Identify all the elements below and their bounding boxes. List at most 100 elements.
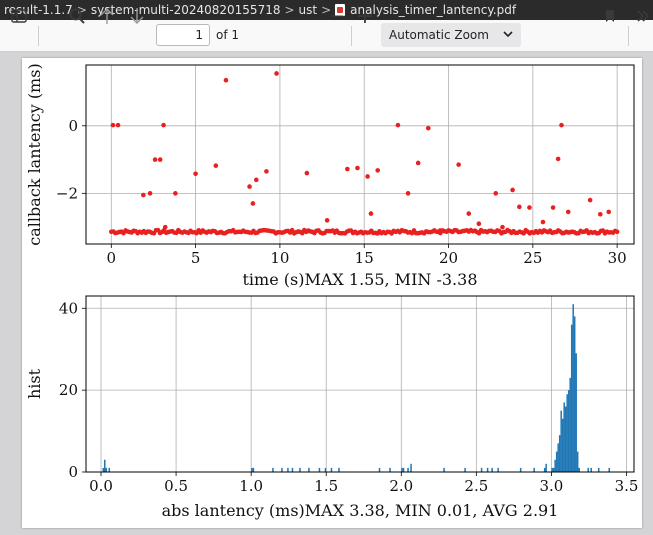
- histogram-bar: [576, 451, 579, 472]
- zoom-select[interactable]: Automatic Zoom: [381, 23, 521, 47]
- bookmark-icon[interactable]: [600, 4, 620, 28]
- histogram-bar: [573, 316, 576, 472]
- x-tick-label: 1.0: [239, 477, 263, 495]
- x-tick-label: 2.5: [464, 477, 488, 495]
- breadcrumb-item-result[interactable]: result-1.1.7: [4, 3, 73, 17]
- scatter-point: [510, 187, 515, 193]
- zoom-select-value: Automatic Zoom: [389, 28, 489, 42]
- histogram-bar: [608, 467, 610, 472]
- breadcrumb-item-ust[interactable]: ust: [298, 3, 318, 17]
- arrow-down-icon[interactable]: [126, 4, 148, 28]
- histogram-bar: [552, 467, 555, 472]
- scatter-point: [254, 177, 259, 183]
- breadcrumb: result-1.1.7 > system-multi-202408201557…: [0, 0, 653, 20]
- histogram-bar: [299, 467, 301, 472]
- chevron-right-icon: >: [76, 3, 87, 17]
- scatter-point: [540, 219, 546, 225]
- scatter-point: [415, 160, 421, 166]
- arrow-up-icon[interactable]: [96, 4, 118, 28]
- scatter-point: [500, 224, 505, 230]
- histogram-bar: [338, 467, 340, 472]
- histogram-bar: [563, 402, 565, 472]
- scatter-point: [250, 201, 256, 206]
- breadcrumb-item-system[interactable]: system-multi-20240820155718: [90, 3, 281, 17]
- scatter-point: [614, 229, 620, 235]
- scatter-point: [456, 162, 461, 167]
- histogram-bar: [410, 463, 412, 472]
- histogram-bar: [486, 467, 489, 472]
- x-axis-label: time (s)MAX 1.55, MIN -3.38: [243, 270, 478, 289]
- histogram-chart: 0.0 0.5 1.0 1.5 2.0 2.5 3.0 3.5 0 20 40 abs lantenc…: [25, 295, 638, 520]
- histogram-bar: [491, 467, 493, 472]
- histogram-bar: [104, 459, 106, 472]
- zoom-in-button[interactable]: +: [355, 3, 375, 29]
- histogram-bar: [597, 467, 600, 472]
- zoom-out-button[interactable]: —: [330, 8, 344, 24]
- scatter-point: [213, 163, 219, 168]
- scatter-point: [587, 197, 593, 203]
- histogram-bar: [389, 467, 391, 472]
- breadcrumb-item-file[interactable]: analysis_timer_lantency.pdf: [350, 3, 517, 17]
- scatter-point: [173, 191, 178, 196]
- pdf-file-icon: [335, 4, 346, 16]
- scatter-point: [368, 211, 374, 216]
- histogram-bar: [555, 451, 558, 472]
- histogram-bar: [569, 377, 571, 472]
- histogram-bar: [561, 418, 564, 472]
- histogram-bar: [318, 467, 321, 472]
- histogram-bar: [545, 463, 547, 472]
- histogram-bar: [401, 467, 403, 472]
- scatter-point: [162, 224, 168, 230]
- sidebar-toggle-icon[interactable]: [8, 4, 30, 28]
- histogram-bar: [560, 410, 562, 472]
- chevron-right-icon: >: [321, 3, 332, 17]
- scatter-point: [466, 211, 472, 216]
- scatter-point: [264, 169, 269, 174]
- y-axis-label: hist: [25, 368, 44, 399]
- scatter-point: [555, 156, 561, 162]
- histogram-bar: [443, 467, 445, 472]
- pdf-page: 0 5 10 15 20 25 30 0 −2 time (s)MAX 1.55, MIN -3.…: [22, 58, 642, 528]
- histogram-bar: [554, 459, 556, 472]
- histogram-bar: [564, 406, 567, 472]
- histogram-bar: [252, 467, 255, 472]
- histogram-bar: [402, 467, 405, 472]
- scatter-point: [606, 209, 612, 215]
- scatter-point: [437, 228, 443, 233]
- x-tick-label: 30: [608, 249, 627, 267]
- histogram-bar: [590, 467, 592, 472]
- y-tick-label: −2: [56, 184, 78, 202]
- x-tick-label: 20: [439, 249, 458, 267]
- scatter-point: [493, 191, 499, 196]
- scatter-point: [395, 122, 401, 128]
- scatter-point: [517, 204, 522, 210]
- scatter-point: [565, 209, 571, 215]
- scatter-point: [375, 168, 381, 173]
- scatter-point: [425, 125, 431, 131]
- x-tick-label: 1.5: [314, 477, 338, 495]
- scatter-point: [355, 165, 360, 171]
- search-icon[interactable]: [66, 4, 88, 28]
- histogram-bar: [287, 467, 289, 472]
- scatter-point: [193, 171, 198, 177]
- histogram-bar: [308, 467, 310, 472]
- scatter-point: [110, 122, 116, 128]
- histogram-bar: [558, 435, 561, 472]
- scatter-chart: 0 5 10 15 20 25 30 0 −2 time (s)MAX 1.55, MIN -3.…: [25, 63, 635, 289]
- histogram-bar: [464, 467, 466, 472]
- double-chevron-right-icon[interactable]: [634, 4, 652, 28]
- histogram-bar: [570, 324, 573, 472]
- histogram-bar: [108, 467, 111, 472]
- page-number-input[interactable]: 1: [156, 24, 210, 46]
- histogram-bar: [291, 467, 294, 472]
- histogram-bar: [497, 467, 499, 472]
- toolbar-divider: [38, 26, 39, 46]
- scatter-point: [115, 122, 121, 128]
- histogram-bar: [480, 467, 483, 472]
- histogram-bar: [566, 394, 568, 472]
- scatter-point: [152, 157, 158, 162]
- scatter-point: [476, 221, 482, 227]
- histogram-bar: [324, 467, 327, 472]
- chevron-down-icon: [503, 23, 513, 47]
- histogram-bar: [378, 467, 381, 472]
